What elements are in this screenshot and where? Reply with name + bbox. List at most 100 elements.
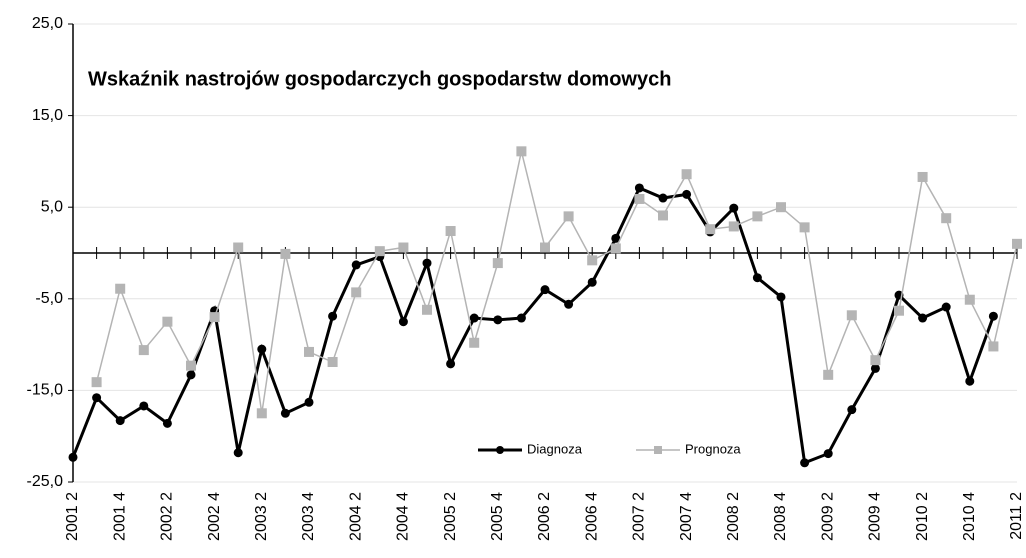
x-tick-label: 2009 4 [867,492,884,541]
point [445,226,456,237]
point [823,449,833,459]
point [469,313,479,323]
point [233,242,244,253]
point [563,211,574,222]
point [587,255,598,266]
point [92,393,102,403]
point [280,408,290,418]
x-tick-label: 2006 2 [536,492,553,541]
y-tick-label: -15,0 [27,382,64,399]
chart-title: Wskaźnik nastrojów gospodarczych gospoda… [88,68,671,90]
point [776,202,786,213]
point [941,213,952,224]
point [800,458,810,468]
x-tick-label: 2001 4 [111,492,128,541]
point [68,452,78,462]
legend-marker [496,446,504,454]
point [540,285,550,295]
point [729,203,739,213]
point [634,193,645,204]
y-tick-label: 15,0 [32,107,63,124]
point [516,146,527,157]
point [752,211,763,222]
x-tick-label: 2008 2 [725,492,742,541]
point [870,363,880,373]
x-tick-label: 2007 2 [631,492,648,541]
series-line [71,186,995,465]
y-tick-label: -25,0 [27,473,64,490]
point [280,248,291,259]
point [776,292,786,302]
point [799,222,810,233]
point [988,311,998,321]
point [162,418,172,428]
point [139,401,149,411]
point [564,299,574,309]
x-tick-label: 2011 2 [1008,492,1025,540]
point [186,370,196,380]
x-tick-label: 2004 4 [395,492,412,541]
point [681,169,692,180]
point [917,171,928,182]
x-tick-label: 2005 4 [489,492,506,541]
x-tick-label: 2007 4 [678,492,695,541]
point [398,317,408,327]
point [115,416,125,426]
point [918,313,928,323]
x-tick-label: 2003 4 [300,492,317,541]
y-tick-label: -5,0 [35,290,63,307]
x-tick-label: 2002 2 [159,492,176,541]
point [233,448,243,458]
point [304,397,314,407]
point [91,377,102,388]
x-tick-label: 2006 4 [583,492,600,541]
point [138,345,149,356]
point [658,210,668,221]
point [705,224,716,235]
point [658,193,668,203]
legend-label: Prognoza [685,441,741,456]
point [728,221,739,232]
legend-label: Diagnoza [527,441,583,456]
y-tick-label: 25,0 [32,15,63,32]
point [209,312,220,323]
point [162,316,173,327]
x-tick-label: 2005 2 [442,492,459,541]
point [304,346,314,357]
point [894,305,904,316]
point [540,242,550,253]
point [351,260,361,270]
point [870,355,881,366]
point [469,337,480,348]
point [422,304,432,315]
point [1012,238,1022,249]
x-tick-label: 2010 4 [961,492,978,541]
point [611,233,621,243]
y-tick-label: 5,0 [41,198,63,215]
point [374,246,385,257]
x-tick-label: 2001 2 [64,492,81,541]
point [328,311,338,321]
x-tick-label: 2002 4 [206,492,223,541]
point [186,360,196,371]
series-line [95,151,1018,414]
point [964,294,975,305]
point [752,273,762,283]
point [398,242,409,253]
point [988,341,999,352]
x-tick-label: 2004 2 [347,492,364,541]
point [682,189,692,199]
point [823,369,834,380]
point [257,344,267,354]
point [493,315,503,325]
point [115,283,126,294]
legend-marker [654,446,662,454]
point [327,357,338,368]
point [941,302,951,312]
x-tick-label: 2010 2 [914,492,931,541]
point [422,258,432,268]
x-tick-label: 2009 2 [819,492,836,541]
point [846,310,857,321]
